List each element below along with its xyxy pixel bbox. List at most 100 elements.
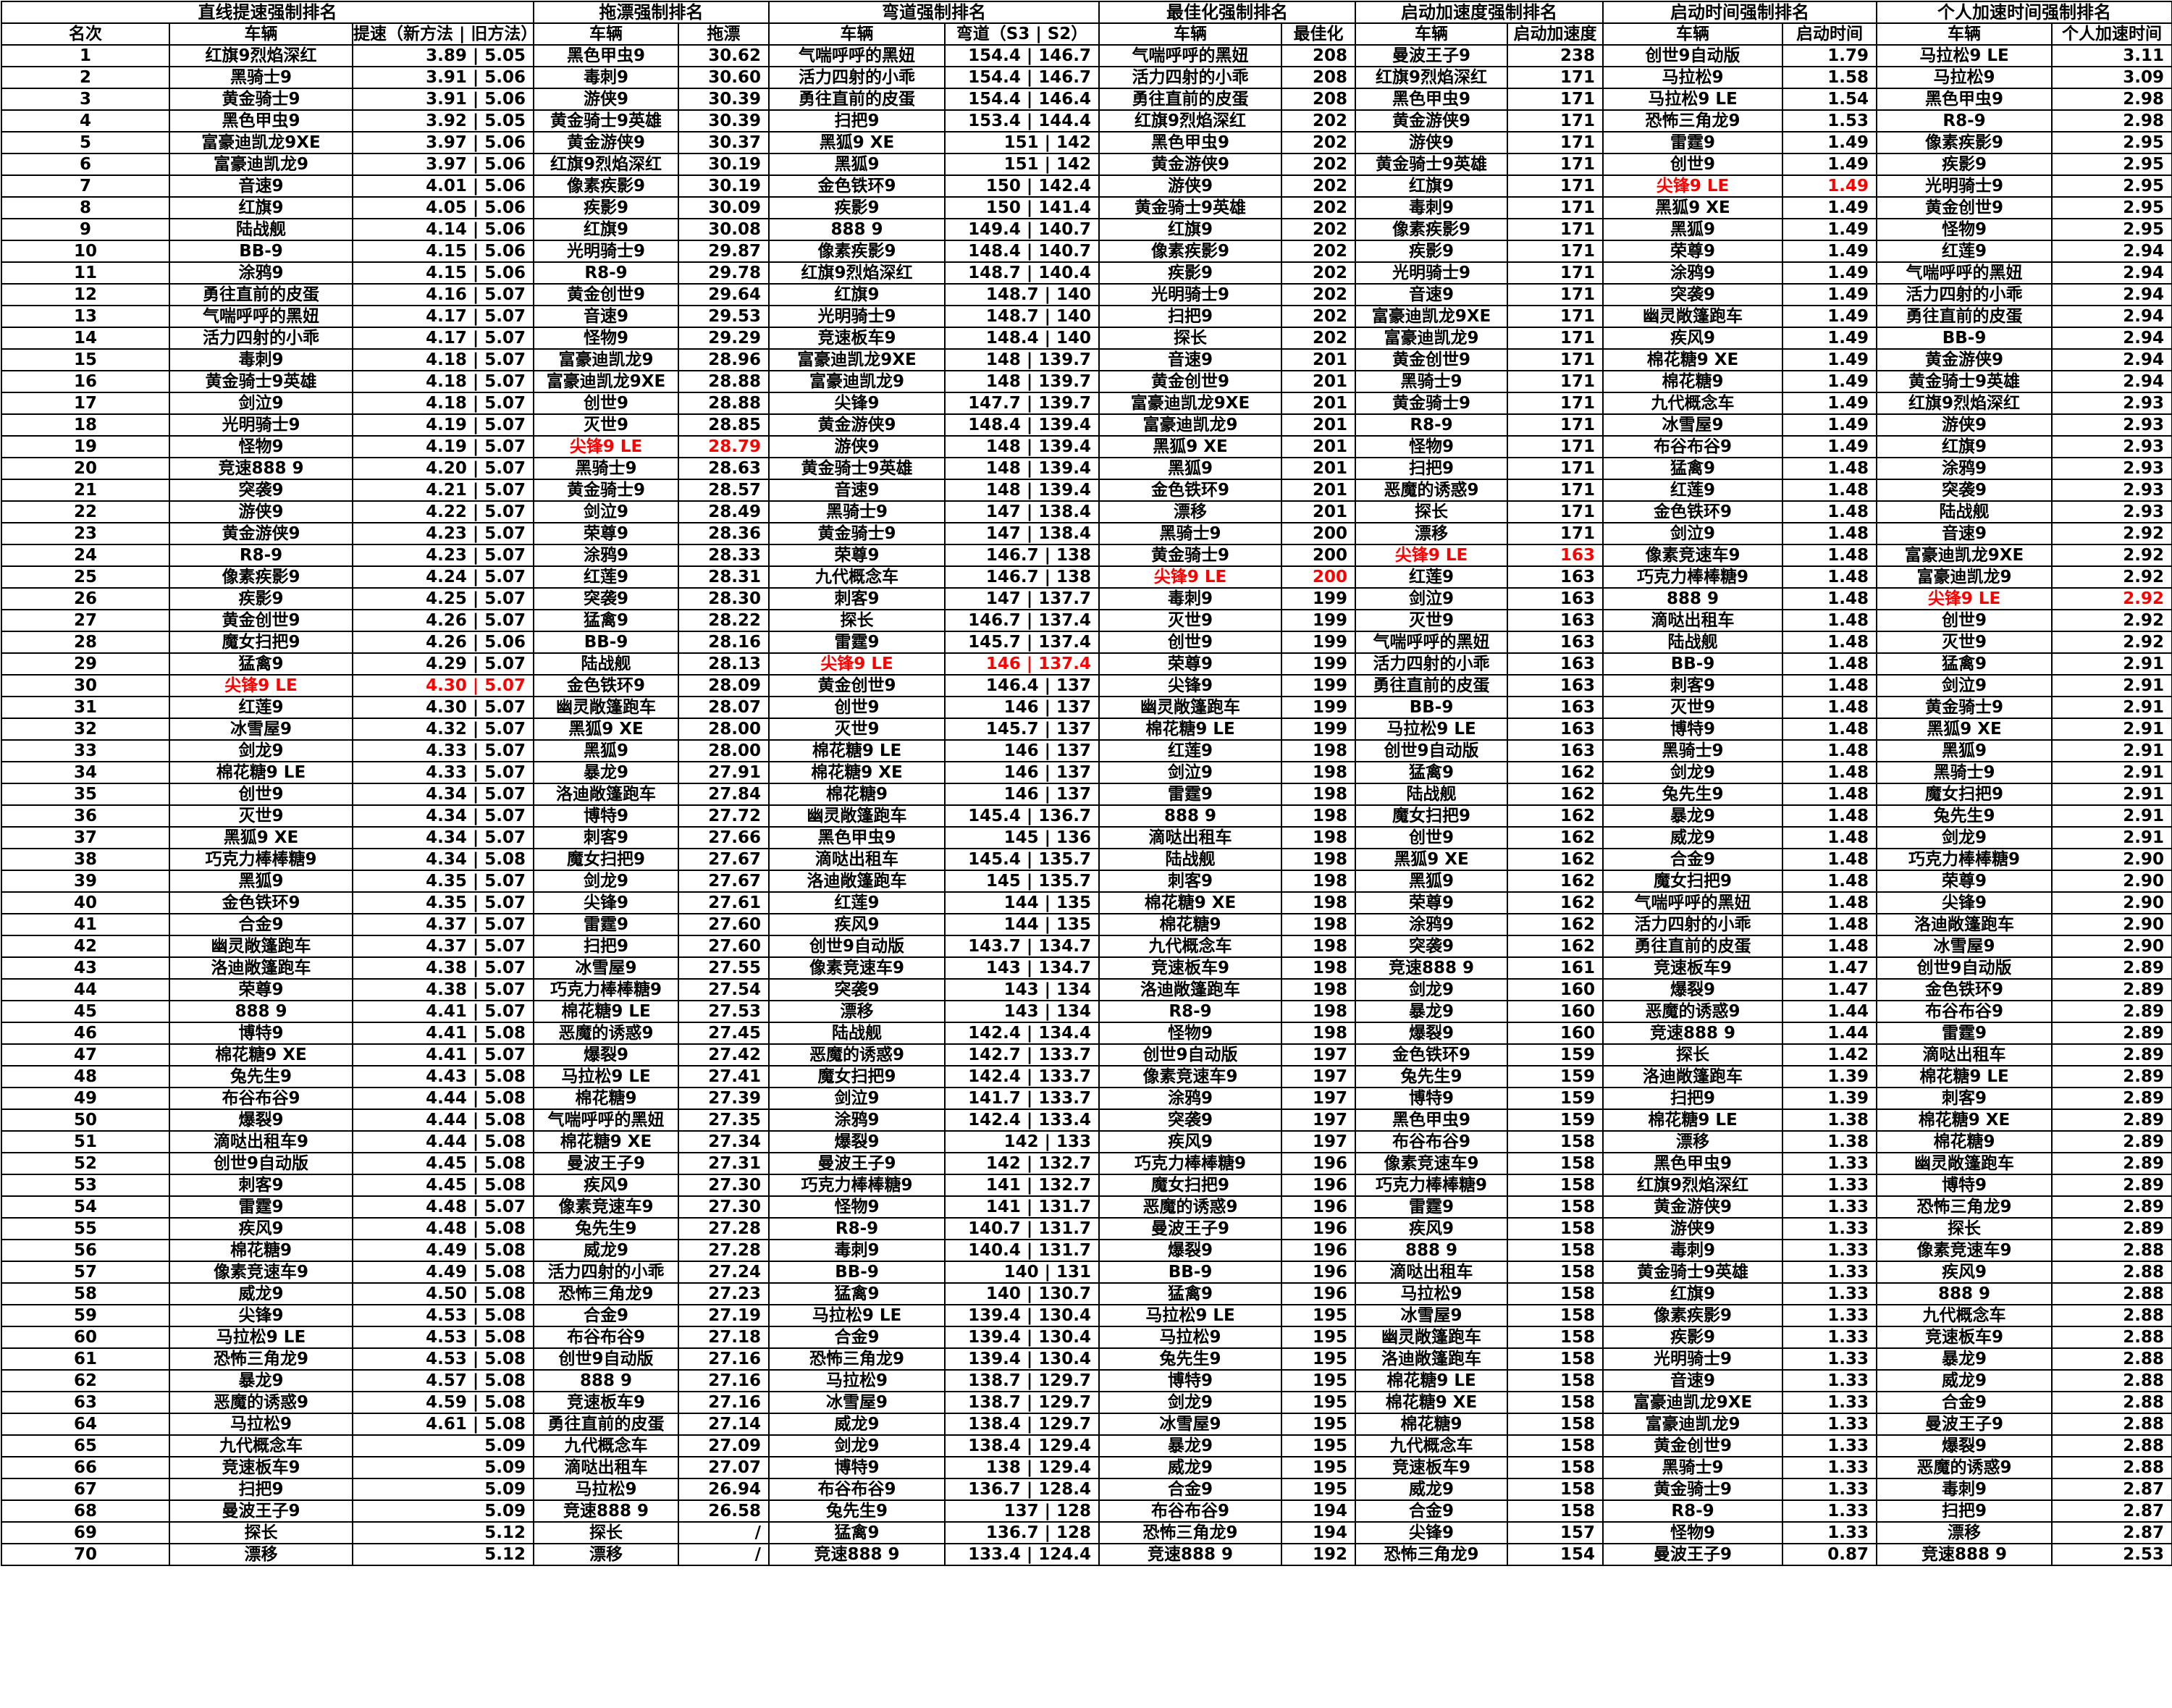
acceleration-cell: 4.18 | 5.07 [351, 392, 535, 415]
optimization-cell: 208 [1281, 88, 1357, 111]
car-cell: 爆裂9 [1098, 1239, 1283, 1262]
drift-cell: 28.96 [678, 348, 770, 371]
car-cell: 勇往直前的皮蛋 [1602, 935, 1784, 958]
acceleration-cell: 5.12 [351, 1543, 535, 1566]
car-cell: 光明骑士9 [768, 305, 946, 328]
car-cell: 灭世9 [169, 804, 353, 828]
drift-cell: 27.67 [678, 848, 770, 871]
launch-time-cell: 1.44 [1782, 1022, 1878, 1045]
table-row: 32 冰雪屋9 4.32 | 5.07 黑狐9 XE 28.00 灭世9 145.7 | 1… [1, 718, 2172, 741]
car-cell: 陆战舰 [1098, 848, 1283, 871]
car-cell: 九代概念车 [768, 565, 946, 589]
drift-cell: 27.34 [678, 1130, 770, 1153]
car-cell: 九代概念车 [1098, 935, 1283, 958]
launch-acceleration-cell: 162 [1507, 804, 1604, 828]
rank-cell: 50 [1, 1108, 170, 1132]
personal-acceleration-cell: 2.94 [2051, 283, 2172, 306]
car-cell: 滴哒出租车 [1602, 609, 1784, 632]
rank-cell: 18 [1, 413, 170, 437]
car-cell: 冰雪屋9 [1876, 935, 2053, 958]
car-cell: 突袭9 [768, 978, 946, 1001]
drift-cell: 27.09 [678, 1434, 770, 1457]
launch-acceleration-cell: 171 [1507, 522, 1604, 545]
personal-acceleration-cell: 2.91 [2051, 739, 2172, 762]
column-header: 个人加速时间 [2051, 22, 2172, 46]
car-cell: 像素疾影9 [1098, 240, 1283, 263]
car-cell: 雷霆9 [768, 631, 946, 654]
optimization-cell: 195 [1281, 1369, 1357, 1392]
optimization-cell: 198 [1281, 1022, 1357, 1045]
car-cell: 棉花糖9 [1355, 1413, 1509, 1436]
optimization-cell: 199 [1281, 609, 1357, 632]
car-cell: 爆裂9 [1355, 1022, 1509, 1045]
car-cell: 黑骑士9 [1602, 739, 1784, 762]
launch-acceleration-cell: 160 [1507, 978, 1604, 1001]
car-cell: 剑龙9 [1876, 826, 2053, 849]
optimization-cell: 195 [1281, 1391, 1357, 1414]
acceleration-cell: 4.34 | 5.08 [351, 848, 535, 871]
column-header: 车辆 [533, 22, 680, 46]
car-cell: 毒刺9 [1876, 1478, 2053, 1501]
optimization-cell: 208 [1281, 66, 1357, 89]
rank-cell: 25 [1, 565, 170, 589]
car-cell: 创世9 [1098, 631, 1283, 654]
drift-cell: 27.60 [678, 913, 770, 936]
launch-acceleration-cell: 163 [1507, 652, 1604, 676]
car-cell: 888 9 [1602, 587, 1784, 610]
car-cell: 陆战舰 [1602, 631, 1784, 654]
car-cell: 黄金创世9 [169, 609, 353, 632]
table-row: 52 创世9自动版 4.45 | 5.08 曼波王子9 27.31 曼波王子9 142 | … [1, 1152, 2172, 1175]
personal-acceleration-cell: 2.98 [2051, 88, 2172, 111]
group-title-acceleration: 直线提速强制排名 [0, 1, 535, 24]
personal-acceleration-cell: 2.94 [2051, 240, 2172, 263]
car-cell: 黄金游侠9 [533, 131, 680, 154]
car-cell: 黄金创世9 [1602, 1434, 1784, 1457]
table-row: 30 尖锋9 LE 4.30 | 5.07 金色铁环9 28.09 黄金创世9 146.4 … [1, 674, 2172, 697]
car-cell: 马拉松9 LE [533, 1065, 680, 1088]
car-cell: 竞速888 9 [1355, 956, 1509, 980]
car-cell: 探长 [768, 609, 946, 632]
corner-cell: 148.7 | 140 [944, 283, 1100, 306]
corner-cell: 146.7 | 138 [944, 565, 1100, 589]
optimization-cell: 201 [1281, 479, 1357, 502]
car-cell: 猛禽9 [768, 1521, 946, 1544]
personal-acceleration-cell: 2.88 [2051, 1456, 2172, 1479]
car-cell: 滴哒出租车9 [169, 1130, 353, 1153]
launch-acceleration-cell: 171 [1507, 413, 1604, 437]
car-cell: 布谷布谷9 [768, 1478, 946, 1501]
corner-cell: 147 | 137.7 [944, 587, 1100, 610]
drift-cell: 27.54 [678, 978, 770, 1001]
acceleration-cell: 4.41 | 5.07 [351, 1000, 535, 1023]
car-cell: 曼波王子9 [1602, 1543, 1784, 1566]
launch-time-cell: 1.49 [1782, 370, 1878, 393]
launch-acceleration-cell: 158 [1507, 1369, 1604, 1392]
optimization-cell: 201 [1281, 457, 1357, 480]
car-cell: 棉花糖9 XE [1876, 1108, 2053, 1132]
launch-time-cell: 1.49 [1782, 261, 1878, 285]
group-title-personal-acceleration-time: 个人加速时间强制排名 [1876, 1, 2172, 24]
acceleration-cell: 4.21 | 5.07 [351, 479, 535, 502]
car-cell: 竞速板车9 [533, 1391, 680, 1414]
car-cell: 棉花糖9 LE [169, 761, 353, 784]
table-row: 62 暴龙9 4.57 | 5.08 888 9 27.16 马拉松9 138.7 | 12… [1, 1369, 2172, 1392]
rank-cell: 40 [1, 891, 170, 914]
corner-cell: 144 | 135 [944, 891, 1100, 914]
car-cell: 幽灵敞篷跑车 [533, 696, 680, 719]
personal-acceleration-cell: 2.87 [2051, 1478, 2172, 1501]
launch-time-cell: 1.47 [1782, 978, 1878, 1001]
corner-cell: 142 | 132.7 [944, 1152, 1100, 1175]
corner-cell: 139.4 | 130.4 [944, 1304, 1100, 1327]
drift-cell: 29.64 [678, 283, 770, 306]
car-cell: 黑狐9 [533, 739, 680, 762]
personal-acceleration-cell: 2.94 [2051, 305, 2172, 328]
table-row: 2 黑骑士9 3.91 | 5.06 毒刺9 30.60 活力四射的小乖 154.4 | 1… [1, 66, 2172, 89]
car-cell: 滴哒出租车 [1098, 826, 1283, 849]
car-cell: 尖锋9 [533, 891, 680, 914]
car-cell: 怪物9 [768, 1195, 946, 1219]
car-cell: 合金9 [1355, 1499, 1509, 1523]
column-header: 弯道（S3 | S2） [944, 22, 1100, 46]
optimization-cell: 198 [1281, 891, 1357, 914]
car-cell: 棉花糖9 [1098, 913, 1283, 936]
rank-cell: 63 [1, 1391, 170, 1414]
car-cell: 荣尊9 [768, 544, 946, 567]
